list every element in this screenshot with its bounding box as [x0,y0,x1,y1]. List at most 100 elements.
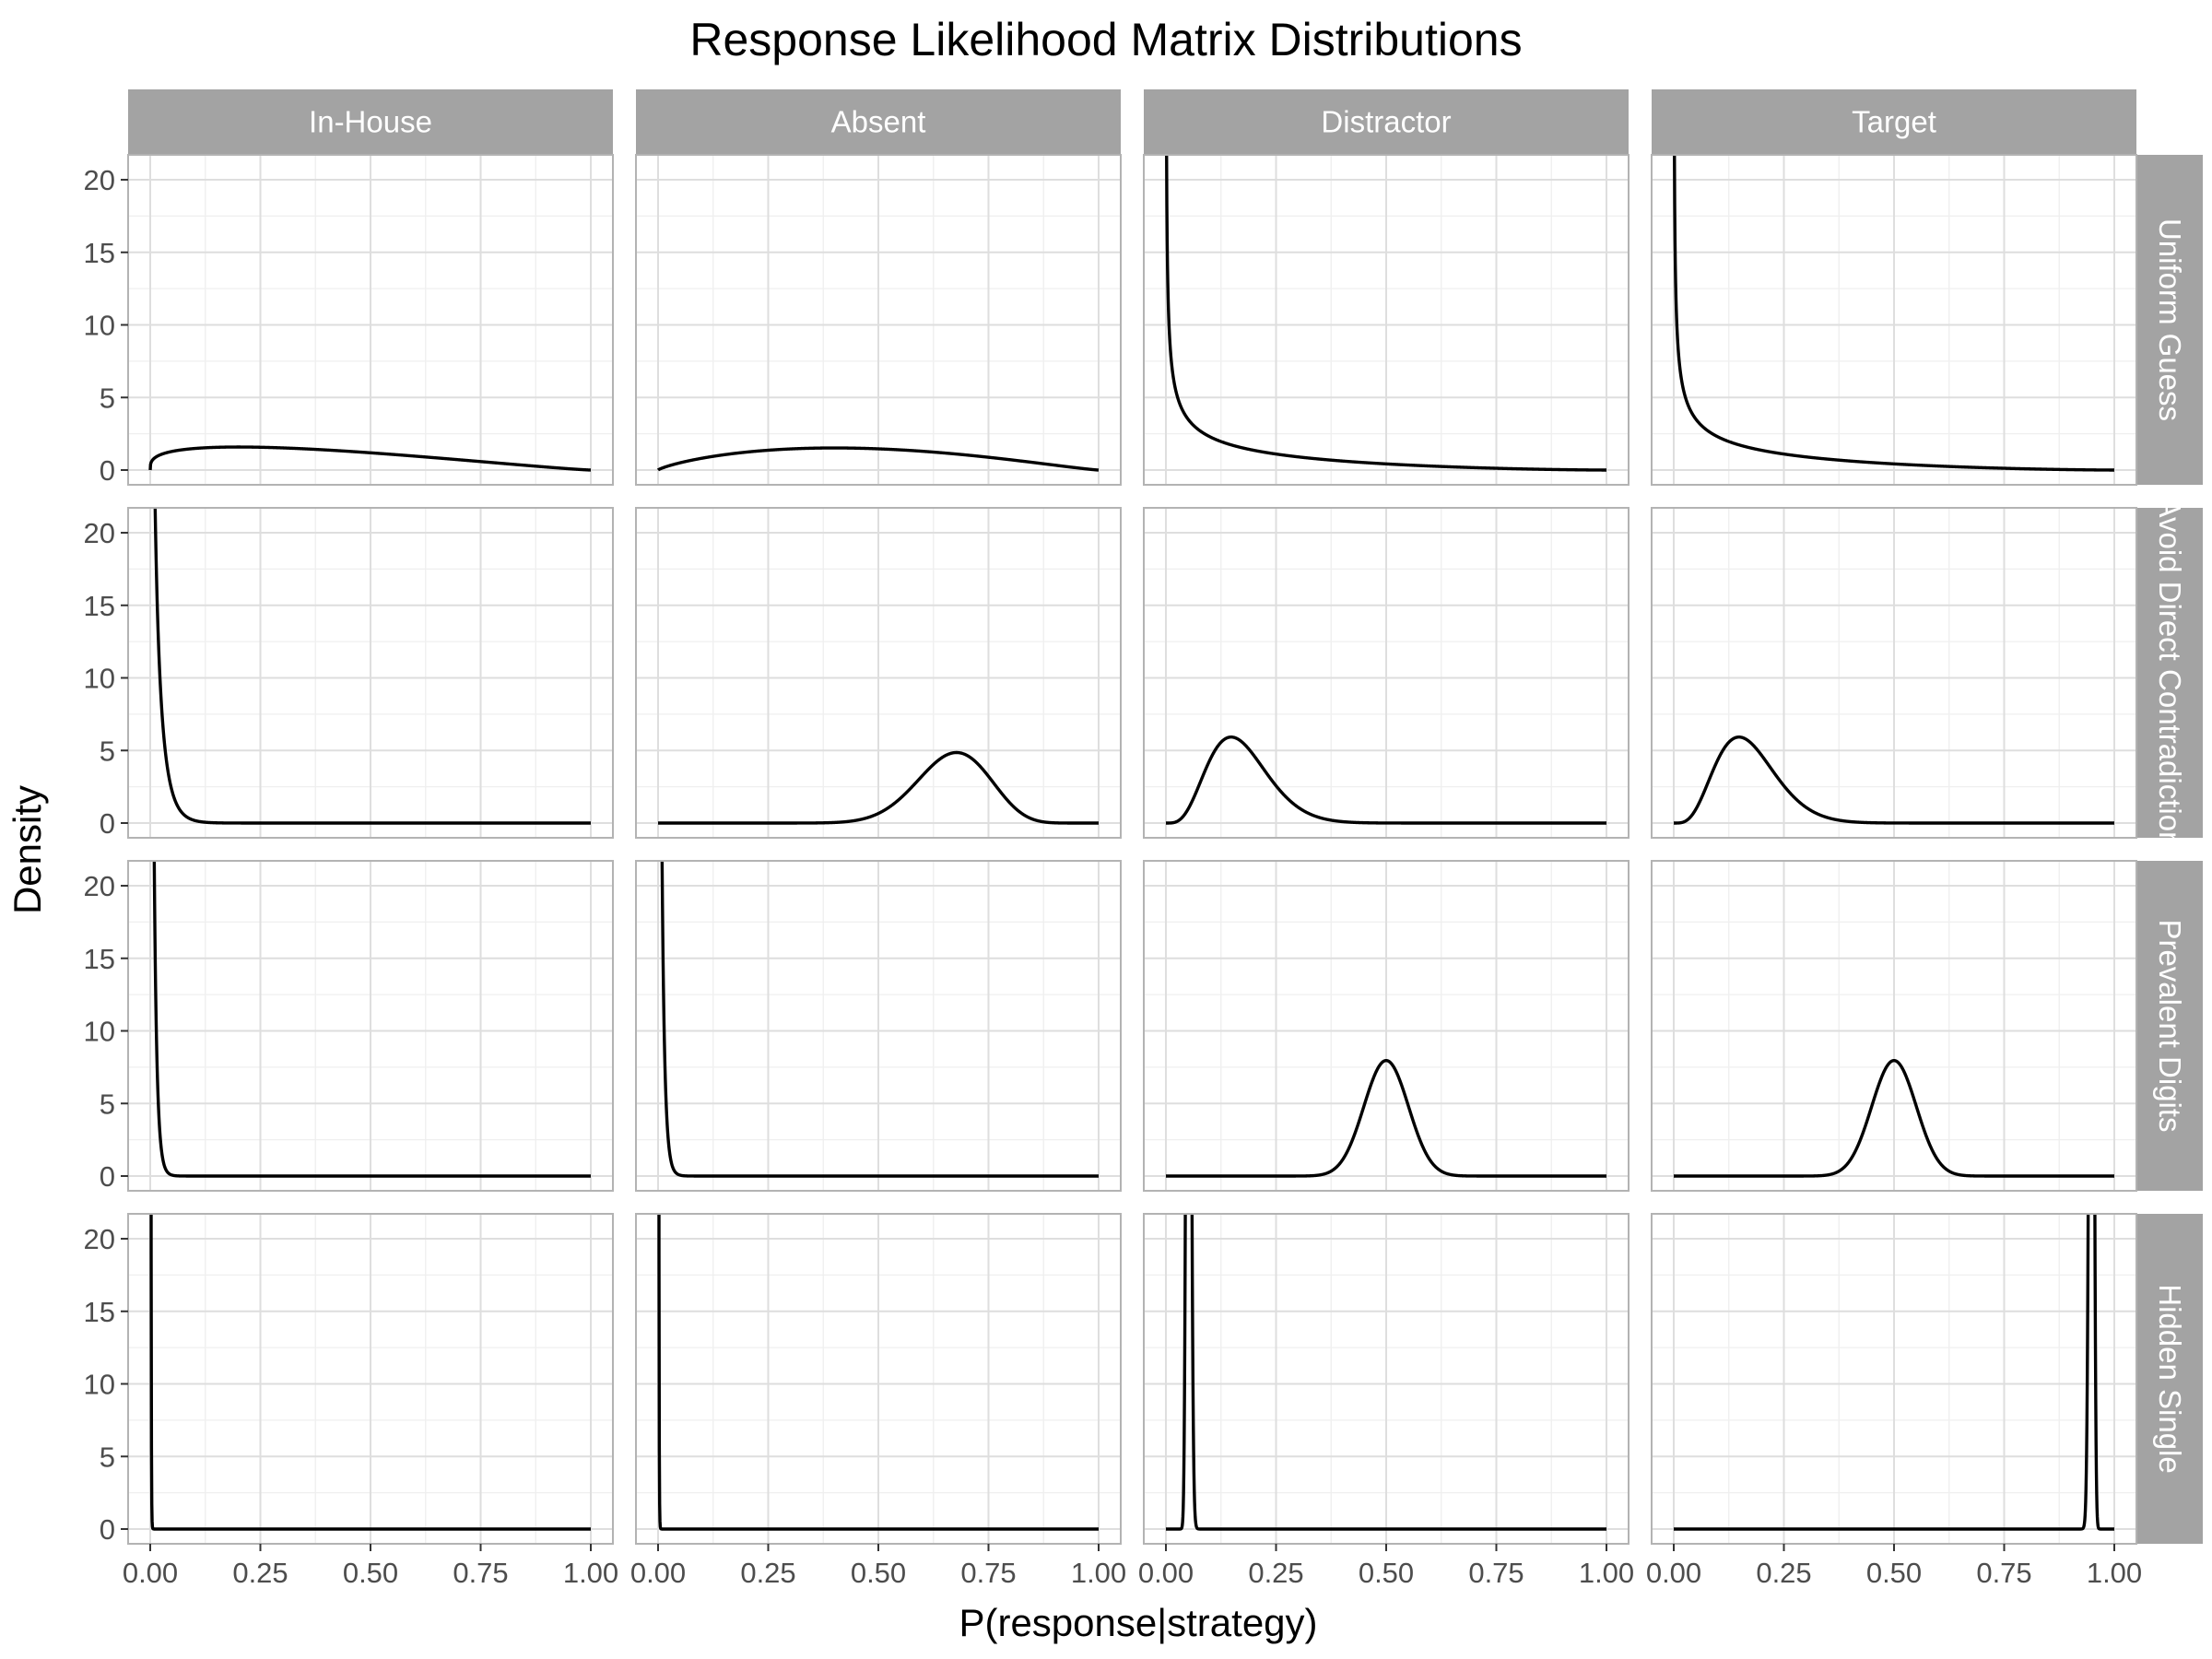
density-curve [656,446,1100,472]
density-curve [1164,1058,1608,1178]
panel-prevalent-digits-in-house: 0 5 10 15 20 [84,860,614,1193]
x-tick-label: 1.00 [1579,1557,1634,1589]
y-tick-label: 10 [84,1369,115,1401]
y-tick-label: 0 [100,1513,115,1546]
panel-border [1651,507,2137,839]
x-tick-label: 0.50 [1359,1557,1414,1589]
y-tick-label: 10 [84,310,115,342]
x-tick-label: 0.75 [1468,1557,1524,1589]
x-tick-label: 1.00 [563,1557,618,1589]
density-curve [152,861,593,1178]
panel-uniform-guess-absent [635,154,1122,486]
row-strip-background [2136,155,2203,485]
panel-prevalent-digits-distractor [1143,860,1630,1192]
x-tick-label: 0.50 [343,1557,398,1589]
x-axis-title: P(response|strategy) [959,1601,1317,1644]
panel-border [635,154,1122,486]
x-tick-label: 0.00 [1646,1557,1701,1589]
x-tick-label: 0.25 [740,1557,795,1589]
density-curve [660,861,1100,1178]
row-strip-label: Uniform Guess [2153,218,2187,421]
x-tick-label: 1.00 [1071,1557,1126,1589]
panel-border [1651,860,2137,1192]
density-curve [656,750,1100,825]
panel-prevalent-digits-target [1651,860,2137,1192]
y-tick-label: 0 [100,1160,115,1193]
x-tick-label: 0.50 [851,1557,906,1589]
y-tick-label: 15 [84,590,115,622]
panel-uniform-guess-distractor [1143,154,1630,486]
y-tick-label: 15 [84,943,115,975]
x-tick-label: 0.75 [960,1557,1016,1589]
row-strip-label: Prevalent Digits [2153,919,2187,1132]
density-curve [1164,735,1608,825]
panel-border [1143,507,1630,839]
panel-hidden-single-absent: 0.00 0.25 0.50 0.75 1.00 [630,1213,1126,1589]
y-tick-label: 10 [84,663,115,695]
y-tick-label: 10 [84,1016,115,1048]
x-tick-label: 0.25 [232,1557,288,1589]
panel-uniform-guess-in-house: 0 5 10 15 20 [84,154,614,487]
density-curve [657,1214,1100,1531]
panel-border [1143,154,1630,486]
row-strip-background [2136,508,2203,838]
x-tick-label: 0.50 [1866,1557,1922,1589]
panel-hidden-single-target: 0.00 0.25 0.50 0.75 1.00 [1646,1213,2142,1589]
panel-avoid-direct-contradiction-target [1651,507,2137,839]
y-tick-label: 20 [84,164,115,196]
density-curve [149,1214,593,1531]
y-tick-label: 5 [100,1441,115,1473]
row-strip-background [2136,1214,2203,1544]
y-tick-label: 20 [84,517,115,549]
column-strip-distractor [1144,89,1629,155]
x-tick-label: 0.00 [630,1557,686,1589]
panel-prevalent-digits-absent [635,860,1122,1192]
y-tick-label: 0 [100,454,115,487]
panel-avoid-direct-contradiction-distractor [1143,507,1630,839]
panel-uniform-guess-target [1651,154,2137,486]
column-strip-label: Target [1852,105,1936,139]
x-tick-label: 0.25 [1756,1557,1811,1589]
panel-border [127,507,614,839]
density-curve [1672,1058,2116,1178]
density-curve [1164,1214,1608,1531]
panel-avoid-direct-contradiction-in-house: 0 5 10 15 20 [84,507,614,840]
x-tick-label: 0.75 [453,1557,508,1589]
column-strip-label: In-House [309,105,432,139]
panel-border [127,860,614,1192]
column-strip-target [1652,89,2136,155]
x-tick-label: 0.25 [1248,1557,1303,1589]
density-curve [1165,155,1608,472]
x-tick-label: 1.00 [2087,1557,2142,1589]
density-curve [153,508,593,825]
density-curve [1672,735,2116,825]
y-tick-label: 5 [100,382,115,414]
x-tick-label: 0.00 [123,1557,178,1589]
row-strip-prevalent-digits: Prevalent Digits [2136,861,2203,1191]
panel-border [1651,154,2137,486]
panel-hidden-single-distractor: 0.00 0.25 0.50 0.75 1.00 [1138,1213,1634,1589]
row-strip-background [2136,861,2203,1191]
panel-border [635,860,1122,1192]
y-tick-label: 20 [84,870,115,902]
row-strip-avoid-direct-contradiction: Avoid Direct Contradiction [2136,498,2203,849]
row-strip-label: Avoid Direct Contradiction [2153,498,2187,849]
row-strip-uniform-guess: Uniform Guess [2136,155,2203,485]
row-strip-hidden-single: Hidden Single [2136,1214,2203,1544]
y-tick-label: 0 [100,807,115,840]
x-tick-label: 0.75 [1976,1557,2031,1589]
panel-border [127,154,614,486]
panel-hidden-single-in-house: 0 5 10 15 20 0.00 0.25 0.50 0.75 1.00 [84,1213,618,1589]
facet-grid: In-House Absent Distractor Target Uniform Gu… [84,89,2203,1589]
y-tick-label: 15 [84,1296,115,1328]
density-curve [148,445,593,472]
x-tick-label: 0.00 [1138,1557,1194,1589]
y-tick-label: 15 [84,237,115,269]
y-tick-label: 5 [100,735,115,767]
row-strip-label: Hidden Single [2153,1284,2187,1473]
panel-border [1143,860,1630,1192]
column-strip-label: Distractor [1321,105,1451,139]
y-tick-label: 20 [84,1223,115,1255]
column-strip-absent [636,89,1121,155]
